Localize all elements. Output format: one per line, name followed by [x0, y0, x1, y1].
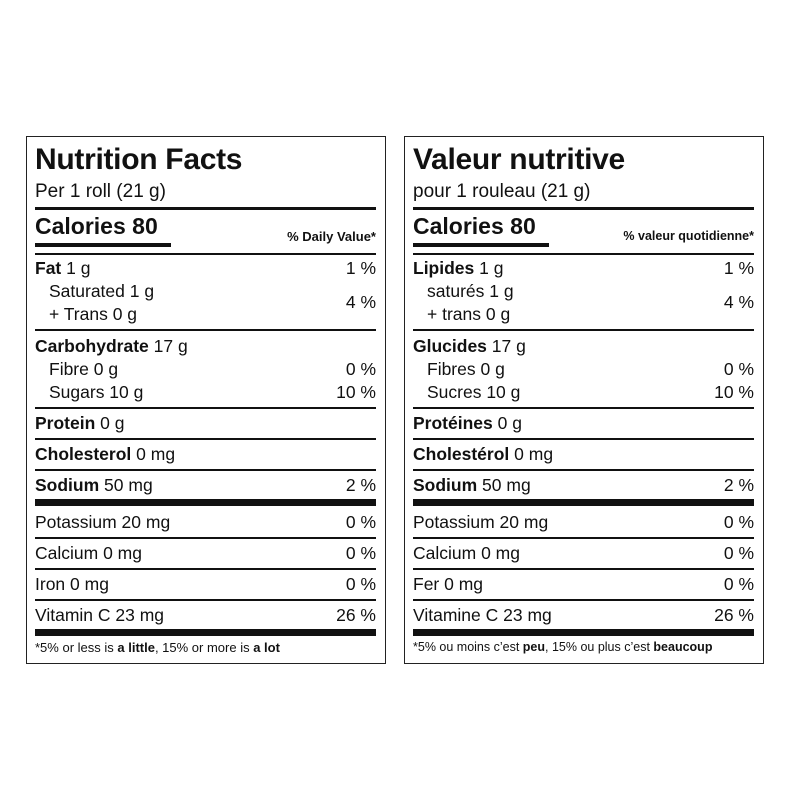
nutrition-facts-panel-french: Valeur nutritive pour 1 rouleau (21 g) C…	[404, 136, 764, 664]
rule	[413, 568, 754, 570]
rule	[35, 469, 376, 471]
rule	[35, 253, 376, 255]
rule	[413, 407, 754, 409]
rule	[35, 568, 376, 570]
rule-thick	[413, 629, 754, 636]
rule	[35, 329, 376, 331]
rule	[35, 438, 376, 440]
rule	[35, 537, 376, 539]
panel-title: Valeur nutritive	[413, 143, 625, 176]
rule-thick	[35, 629, 376, 636]
rule-thick	[35, 207, 376, 210]
calories: Calories 80	[35, 213, 158, 239]
saturated-trans-pct: 4 %	[723, 292, 754, 312]
rule	[413, 469, 754, 471]
rule	[413, 537, 754, 539]
serving-size: pour 1 rouleau (21 g)	[413, 181, 591, 202]
saturated-trans-pct: 4 %	[345, 292, 376, 312]
rule	[413, 599, 754, 601]
rule	[413, 438, 754, 440]
daily-value-header: % valeur quotidienne*	[623, 229, 754, 243]
rule-thick	[413, 207, 754, 210]
rule-thick	[413, 499, 754, 506]
calories-underline	[35, 243, 171, 247]
rule-thick	[35, 499, 376, 506]
rule	[413, 329, 754, 331]
rule	[35, 599, 376, 601]
serving-size: Per 1 roll (21 g)	[35, 181, 166, 202]
rule	[413, 253, 754, 255]
nutrition-facts-panel-english: Nutrition Facts Per 1 roll (21 g) Calori…	[26, 136, 386, 664]
rule	[35, 407, 376, 409]
calories: Calories 80	[413, 213, 536, 239]
footnote: *5% ou moins c’est peu, 15% ou plus c’es…	[413, 640, 713, 654]
daily-value-header: % Daily Value*	[287, 229, 376, 244]
footnote: *5% or less is a little, 15% or more is …	[35, 640, 280, 655]
panel-title: Nutrition Facts	[35, 143, 243, 176]
calories-underline	[413, 243, 549, 247]
